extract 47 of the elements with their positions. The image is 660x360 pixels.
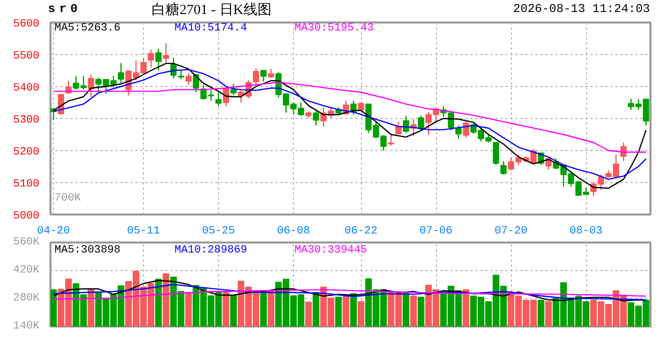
y-tick-label: 5100 xyxy=(13,178,40,190)
candlestick xyxy=(402,115,410,134)
x-tick-label: 06-22 xyxy=(344,226,378,238)
text: MA30:339445 xyxy=(294,244,368,256)
line-series xyxy=(52,284,647,300)
y-tick-label: 5200 xyxy=(13,146,40,158)
candlestick xyxy=(312,110,320,126)
candlestick xyxy=(155,48,162,72)
y-tick-label: 560K xyxy=(13,236,40,248)
line-series xyxy=(52,289,647,300)
candlestick xyxy=(388,133,394,146)
y-tick-label: 140K xyxy=(13,320,40,332)
candlestick xyxy=(500,160,507,176)
candlestick xyxy=(230,83,237,96)
candlestick xyxy=(215,92,222,107)
x-tick-label: 07-06 xyxy=(419,226,453,238)
x-tick-label: 06-08 xyxy=(276,226,310,238)
y-tick-label: 5500 xyxy=(13,50,40,62)
text: MA10:5174.4 xyxy=(174,22,248,34)
y-tick-label: 5400 xyxy=(13,82,40,94)
chart-title: 白糖2701 - 日K线图 xyxy=(152,2,272,20)
y-tick-label: 420K xyxy=(13,264,40,276)
candlestick xyxy=(492,142,500,166)
text: 2026-08-13 11:24:03 xyxy=(513,1,650,18)
candlestick xyxy=(252,68,260,85)
x-tick-label: 07-20 xyxy=(494,226,528,238)
candlestick xyxy=(620,142,627,162)
line-series xyxy=(52,280,647,302)
x-tick-label: 08-03 xyxy=(569,226,603,238)
text: MA5:303898 xyxy=(54,244,121,256)
chart-subtitle: sr0 xyxy=(48,1,82,18)
x-tick-label: 04-20 xyxy=(36,226,70,238)
x-tick-label: 05-25 xyxy=(202,226,236,238)
candlestick xyxy=(162,42,170,64)
text: MA10:289869 xyxy=(174,244,248,256)
candlestick xyxy=(118,62,124,84)
annotation: 700K xyxy=(54,192,82,204)
y-tick-label: 5600 xyxy=(13,18,40,30)
y-tick-label: 280K xyxy=(13,292,40,304)
text: MA5:5263.6 xyxy=(54,22,121,34)
y-tick-label: 5000 xyxy=(13,210,40,222)
y-tick-label: 5300 xyxy=(13,114,40,126)
text: MA30:5195.43 xyxy=(294,22,374,34)
candlestick xyxy=(455,124,462,140)
x-tick-label: 05-11 xyxy=(126,226,160,238)
candlestick xyxy=(185,72,192,86)
candlestick xyxy=(148,49,154,68)
